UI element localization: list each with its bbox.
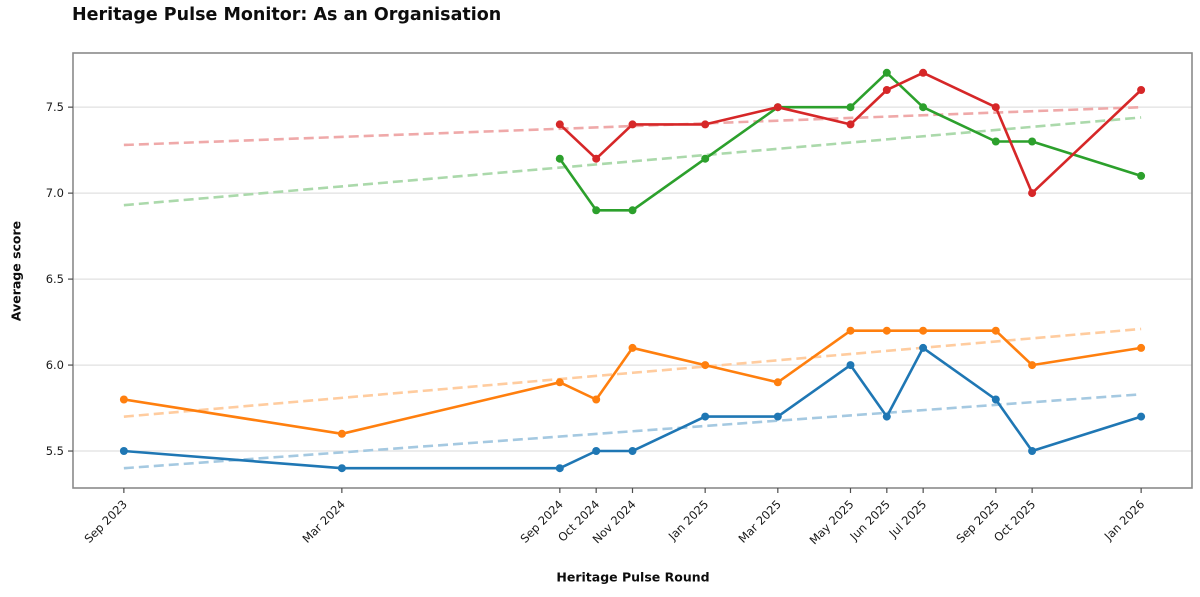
x-tick-label: Jan 2026: [1101, 497, 1147, 543]
data-point-orange: [555, 378, 564, 387]
data-point-red: [919, 68, 928, 77]
y-tick-label: 7.5: [46, 100, 64, 114]
data-point-green: [991, 137, 1000, 146]
trendline-red: [123, 105, 1142, 147]
data-point-red: [555, 120, 564, 129]
data-point-red: [846, 120, 855, 129]
y-tick-label: 6.5: [46, 272, 64, 286]
data-point-blue: [846, 361, 855, 370]
data-point-blue: [701, 412, 710, 421]
data-point-blue: [555, 464, 564, 473]
data-point-orange: [592, 395, 601, 404]
data-point-red: [991, 103, 1000, 112]
y-tick-label: 5.5: [46, 444, 64, 458]
x-tick-label: Mar 2024: [299, 497, 348, 546]
data-point-orange: [773, 378, 782, 387]
chart-title: Heritage Pulse Monitor: As an Organisati…: [72, 5, 502, 25]
data-point-orange: [628, 343, 637, 352]
x-tick-label: May 2025: [807, 497, 857, 547]
x-axis-title: Heritage Pulse Round: [556, 569, 710, 585]
x-tick-label: Sep 2023: [81, 497, 130, 546]
data-point-green: [1137, 171, 1146, 180]
data-point-green: [1028, 137, 1037, 146]
x-tick-label: Jan 2025: [665, 497, 711, 543]
data-point-red: [701, 120, 710, 129]
data-point-red: [1137, 86, 1146, 94]
data-point-green: [846, 103, 855, 112]
data-point-orange: [846, 326, 855, 335]
data-point-orange: [1028, 361, 1037, 370]
data-point-red: [628, 120, 637, 129]
data-point-green: [882, 68, 891, 77]
data-point-orange: [919, 326, 928, 335]
data-point-blue: [1137, 412, 1146, 421]
x-tick-label: Jul 2025: [886, 497, 930, 541]
data-point-blue: [773, 412, 782, 421]
data-point-blue: [1028, 447, 1037, 455]
trendline-orange: [123, 327, 1142, 418]
data-point-orange: [991, 326, 1000, 335]
data-point-green: [555, 154, 564, 163]
data-point-red: [592, 154, 601, 163]
data-point-red: [773, 103, 782, 112]
data-point-green: [592, 206, 601, 215]
trendline-blue: [123, 392, 1142, 470]
data-point-green: [701, 154, 710, 163]
data-point-green: [919, 103, 928, 112]
trendline-green: [123, 116, 1142, 207]
data-point-orange: [882, 326, 891, 335]
data-point-blue: [991, 395, 1000, 404]
data-point-blue: [119, 447, 128, 455]
data-point-blue: [337, 464, 346, 473]
series-line-red: [558, 71, 1143, 195]
x-tick-label: Mar 2025: [735, 497, 784, 546]
data-point-orange: [1137, 343, 1146, 352]
y-tick-label: 6.0: [46, 358, 64, 372]
data-point-blue: [628, 447, 637, 455]
data-point-blue: [919, 343, 928, 352]
data-point-red: [882, 86, 891, 94]
data-point-orange: [337, 429, 346, 438]
data-point-green: [628, 206, 637, 215]
y-tick-label: 7.0: [46, 186, 64, 200]
data-point-blue: [592, 447, 601, 455]
data-point-red: [1028, 189, 1037, 198]
data-point-blue: [882, 412, 891, 421]
data-point-orange: [119, 395, 128, 404]
data-point-orange: [701, 361, 710, 370]
plot-frame: [72, 52, 1193, 489]
